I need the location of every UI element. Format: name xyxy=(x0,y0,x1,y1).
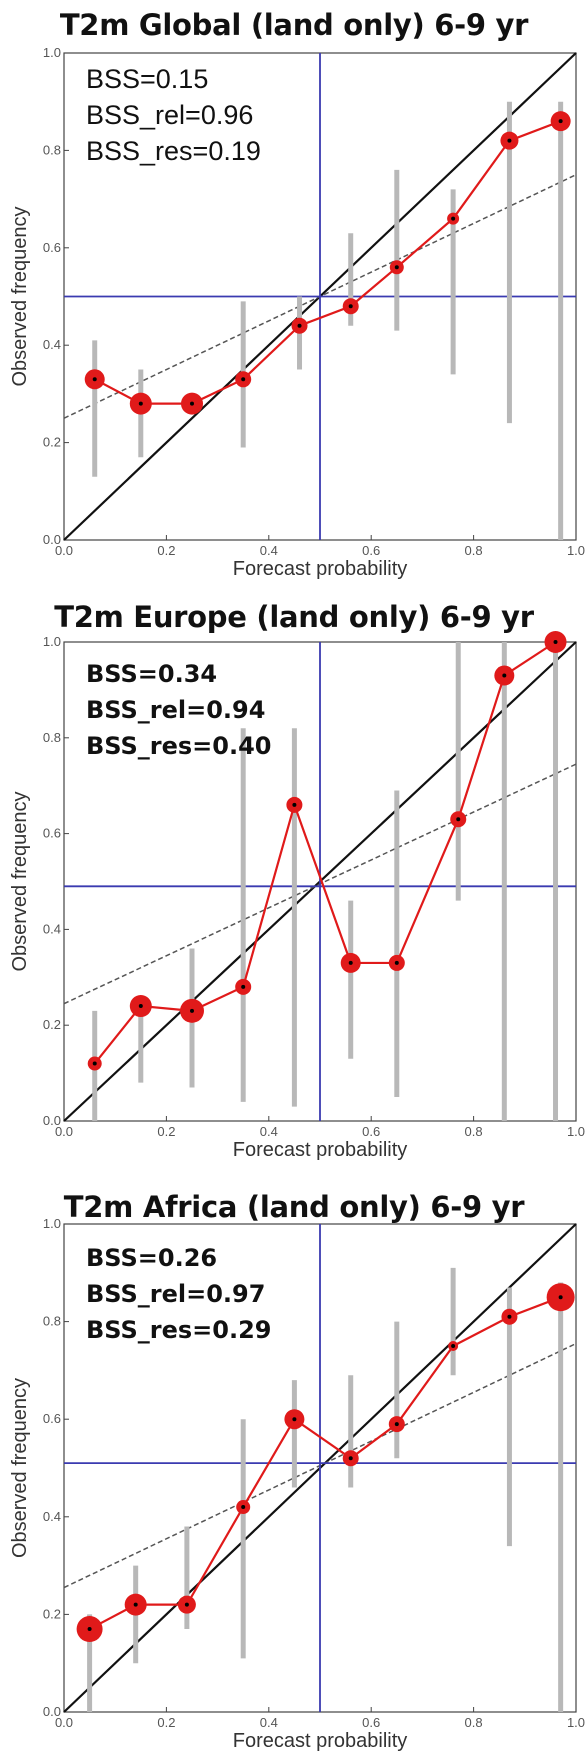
x-tick-label: 1.0 xyxy=(567,543,585,558)
x-axis-title: Forecast probability xyxy=(233,1730,408,1752)
y-tick-label: 0.2 xyxy=(43,435,61,450)
reliability-panel-global: 0.0 0.2 0.4 0.6 0.8 1.0 0.0 0.2 0.4 0.6 0.8 1.0 Fore… xyxy=(0,0,588,584)
reliability-point-center xyxy=(87,1627,92,1632)
reliability-point-center xyxy=(558,119,563,124)
bss-value: BSS=0.15 xyxy=(86,64,209,94)
y-tick-label: 0.0 xyxy=(43,532,61,547)
y-tick-label: 0.2 xyxy=(43,1606,61,1621)
y-axis-title: Observed frequency xyxy=(9,206,31,386)
y-tick-label: 0.6 xyxy=(43,826,61,841)
bss-res-value: BSS_res=0.29 xyxy=(86,1316,272,1344)
x-tick-label: 0.6 xyxy=(362,1124,380,1139)
bss-value: BSS=0.26 xyxy=(86,1244,218,1272)
panel-title: T2m Global (land only) 6-9 yr xyxy=(59,8,529,42)
x-axis-title: Forecast probability xyxy=(233,1139,408,1161)
panel-title: T2m Africa (land only) 6-9 yr xyxy=(63,1190,525,1224)
reliability-panel-europe: 0.0 0.2 0.4 0.6 0.8 1.0 0.0 0.2 0.4 0.6 0.8 1.0 Fore… xyxy=(0,584,588,1168)
y-tick-label: 0.0 xyxy=(43,1704,61,1719)
reliability-point-center xyxy=(394,1422,399,1427)
y-axis-title: Observed frequency xyxy=(9,1378,31,1558)
bss-rel-value: BSS_rel=0.96 xyxy=(86,100,254,130)
reliability-point-center xyxy=(553,640,558,644)
y-tick-label: 1.0 xyxy=(43,1216,61,1231)
bss-rel-value: BSS_rel=0.97 xyxy=(86,1280,266,1308)
reliability-point-center xyxy=(241,377,246,382)
reliability-point-center xyxy=(507,1314,512,1319)
bss-res-value: BSS_res=0.19 xyxy=(86,136,261,166)
bss-rel-value: BSS_rel=0.94 xyxy=(86,696,266,724)
reliability-point-center xyxy=(297,323,302,328)
reliability-point-center xyxy=(92,1061,97,1066)
reliability-point-center xyxy=(394,265,399,270)
reliability-point-center xyxy=(558,1295,563,1300)
reliability-point-center xyxy=(394,960,399,965)
y-tick-label: 0.6 xyxy=(43,1411,61,1426)
reliability-point-center xyxy=(456,817,461,822)
y-tick-label: 0.8 xyxy=(43,142,61,157)
y-tick-label: 0.4 xyxy=(43,337,61,352)
reliability-point-center xyxy=(241,1505,246,1510)
x-tick-label: 0.8 xyxy=(465,1124,483,1139)
x-axis-title: Forecast probability xyxy=(233,558,408,580)
y-axis-title: Observed frequency xyxy=(9,791,31,971)
reliability-point-center xyxy=(133,1602,138,1607)
reliability-point-center xyxy=(190,401,194,406)
reliability-point-center xyxy=(451,216,456,221)
y-tick-label: 1.0 xyxy=(43,634,61,649)
reliability-panel-africa: 0.0 0.2 0.4 0.6 0.8 1.0 0.0 0.2 0.4 0.6 0.8 1.0 Fore… xyxy=(0,1168,588,1752)
x-tick-label: 0.0 xyxy=(55,543,73,558)
x-tick-label: 1.0 xyxy=(567,1124,585,1139)
y-tick-label: 1.0 xyxy=(43,45,61,60)
x-tick-label: 0.6 xyxy=(362,1715,380,1730)
x-tick-label: 0.6 xyxy=(362,543,380,558)
reliability-point-center xyxy=(190,1008,194,1013)
reliability-point-center xyxy=(451,1344,456,1348)
reliability-point-center xyxy=(292,1417,297,1422)
y-tick-label: 0.0 xyxy=(43,1113,61,1128)
chart-africa: 0.0 0.2 0.4 0.6 0.8 1.0 0.0 0.2 0.4 0.6 0.8 1.0 Fore… xyxy=(9,1216,585,1752)
reliability-curve xyxy=(94,120,562,405)
reliability-point-center xyxy=(348,1456,353,1461)
reliability-point-center xyxy=(292,802,297,807)
y-tick-label: 0.8 xyxy=(43,1314,61,1329)
reliability-point-center xyxy=(348,304,353,309)
x-tick-label: 0.2 xyxy=(157,1715,175,1730)
chart-global: 0.0 0.2 0.4 0.6 0.8 1.0 0.0 0.2 0.4 0.6 0.8 1.0 Fore… xyxy=(9,45,585,580)
x-tick-label: 0.2 xyxy=(157,1124,175,1139)
x-tick-label: 0.2 xyxy=(157,543,175,558)
bss-res-value: BSS_res=0.40 xyxy=(86,732,272,760)
chart-europe: 0.0 0.2 0.4 0.6 0.8 1.0 0.0 0.2 0.4 0.6 0.8 1.0 Fore… xyxy=(9,631,585,1161)
x-tick-label: 0.4 xyxy=(260,543,278,558)
x-tick-label: 0.4 xyxy=(260,1715,278,1730)
reliability-point-center xyxy=(184,1602,189,1607)
reliability-curve xyxy=(93,641,557,1065)
y-tick-label: 0.4 xyxy=(43,921,61,936)
x-tick-label: 0.0 xyxy=(55,1124,73,1139)
y-tick-label: 0.4 xyxy=(43,1509,61,1524)
reliability-point-center xyxy=(348,960,353,965)
reliability-curve xyxy=(89,1296,562,1631)
panel-title: T2m Europe (land only) 6-9 yr xyxy=(54,600,534,634)
x-tick-label: 0.8 xyxy=(465,1715,483,1730)
reliability-point-center xyxy=(507,138,512,143)
x-tick-label: 1.0 xyxy=(567,1715,585,1730)
y-tick-label: 0.2 xyxy=(43,1017,61,1032)
reliability-point-center xyxy=(138,1004,143,1009)
x-tick-label: 0.4 xyxy=(260,1124,278,1139)
reliability-point-center xyxy=(138,401,143,406)
x-tick-label: 0.0 xyxy=(55,1715,73,1730)
reliability-point-center xyxy=(502,673,507,678)
reliability-point-center xyxy=(241,984,246,989)
y-tick-label: 0.8 xyxy=(43,730,61,745)
x-tick-label: 0.8 xyxy=(465,543,483,558)
reliability-point-center xyxy=(92,377,97,382)
y-tick-label: 0.6 xyxy=(43,240,61,255)
bss-value: BSS=0.34 xyxy=(86,660,218,688)
